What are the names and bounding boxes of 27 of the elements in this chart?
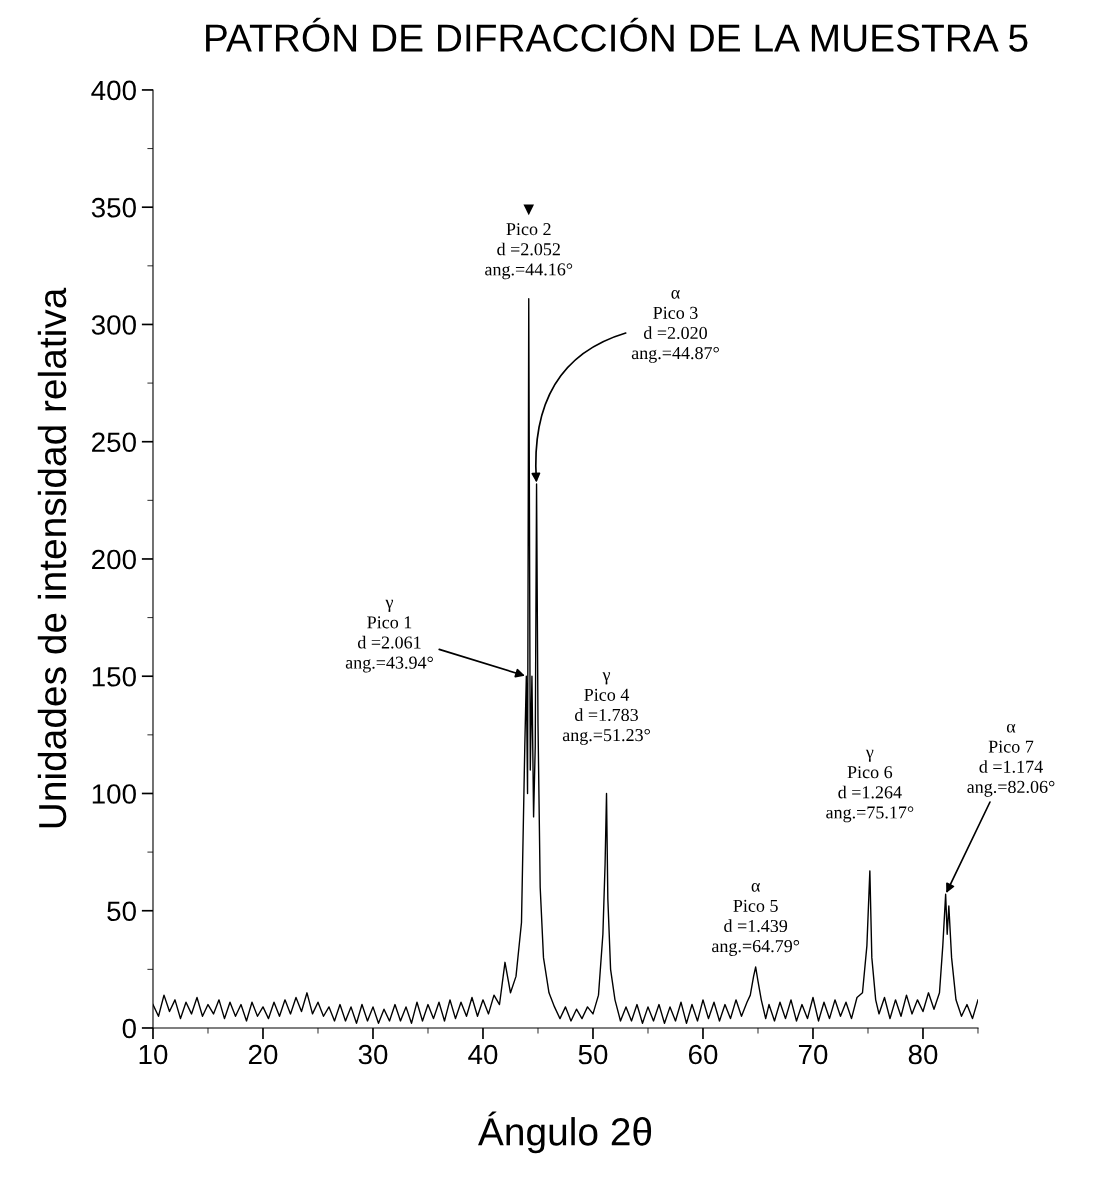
y-axis-title: Unidades de intensidad relativa (37, 287, 67, 828)
y-tick-label: 50 (107, 901, 136, 922)
y-tick-label: 150 (92, 666, 136, 687)
x-axis-title: Ángulo 2θ (478, 1111, 652, 1154)
x-tick-label: 40 (468, 1044, 498, 1065)
chart-title: PATRÓN DE DIFRACCIÓN DE LA MUESTRA 5 (206, 17, 1028, 52)
x-tick-label: 70 (798, 1044, 828, 1065)
y-tick-label: 200 (92, 549, 136, 570)
x-tick-label: 30 (358, 1044, 388, 1065)
y-tick-label: 100 (92, 784, 136, 804)
annotation: γ Pico 6 d =1.264 ang.=75.17° (826, 749, 914, 823)
x-tick-label: 60 (688, 1044, 718, 1065)
y-tick-label: 250 (92, 432, 136, 453)
annotation: ▼ Pico 2 d =2.052 ang.=44.16° (485, 204, 573, 280)
annotation: γ Pico 4 d =1.783 ang.=51.23° (562, 672, 650, 745)
annotation: α Pico 3 d =2.020 ang.=44.87° (631, 290, 719, 363)
y-tick-label: 400 (91, 80, 136, 101)
annotation: α Pico 5 d =1.439 ang.=64.79° (712, 883, 800, 956)
x-tick-label: 20 (248, 1044, 278, 1065)
annotation: γ Pico 1 d =2.061 ang.=43.94° (345, 599, 433, 673)
x-tick-label: 50 (578, 1044, 608, 1065)
y-tick-label: 350 (91, 197, 136, 218)
y-tick-label: 0 (122, 1018, 136, 1039)
x-tick-label: 80 (908, 1044, 938, 1065)
x-tick-label: 10 (139, 1044, 168, 1065)
y-tick-label: 300 (91, 315, 136, 335)
annotation: α Pico 7 d =1.174 ang.=82.06° (967, 723, 1055, 797)
